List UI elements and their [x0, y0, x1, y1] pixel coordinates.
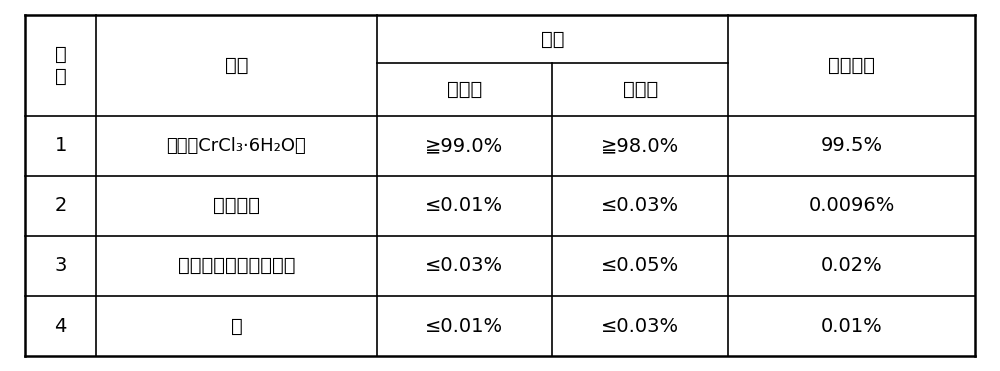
- Text: 99.5%: 99.5%: [820, 136, 883, 155]
- Text: ≤0.05%: ≤0.05%: [601, 256, 679, 275]
- Text: ≤0.01%: ≤0.01%: [425, 316, 503, 336]
- Text: 序
号: 序 号: [55, 45, 66, 86]
- Text: 3: 3: [54, 256, 67, 275]
- Text: ≧98.0%: ≧98.0%: [601, 136, 679, 155]
- Text: ≤0.03%: ≤0.03%: [425, 256, 503, 275]
- Text: 合格品: 合格品: [622, 80, 658, 99]
- Text: ≤0.03%: ≤0.03%: [601, 196, 679, 215]
- Text: 4: 4: [54, 316, 67, 336]
- Text: 0.02%: 0.02%: [821, 256, 882, 275]
- Text: 含量（CrCl₃·6H₂O）: 含量（CrCl₃·6H₂O）: [166, 137, 306, 155]
- Text: 产品结果: 产品结果: [828, 56, 875, 75]
- Text: 指标: 指标: [540, 30, 564, 49]
- Text: ≧99.0%: ≧99.0%: [425, 136, 504, 155]
- Text: 2: 2: [54, 196, 67, 215]
- Text: 0.0096%: 0.0096%: [808, 196, 895, 215]
- Text: 硫酸盐（以硫酸根计）: 硫酸盐（以硫酸根计）: [178, 256, 295, 275]
- Text: 一等品: 一等品: [447, 80, 482, 99]
- Text: 铁: 铁: [230, 316, 242, 336]
- Text: 名称: 名称: [225, 56, 248, 75]
- Text: 水不溶物: 水不溶物: [213, 196, 260, 215]
- Text: 1: 1: [54, 136, 67, 155]
- Text: ≤0.01%: ≤0.01%: [425, 196, 503, 215]
- Text: ≤0.03%: ≤0.03%: [601, 316, 679, 336]
- Text: 0.01%: 0.01%: [821, 316, 882, 336]
